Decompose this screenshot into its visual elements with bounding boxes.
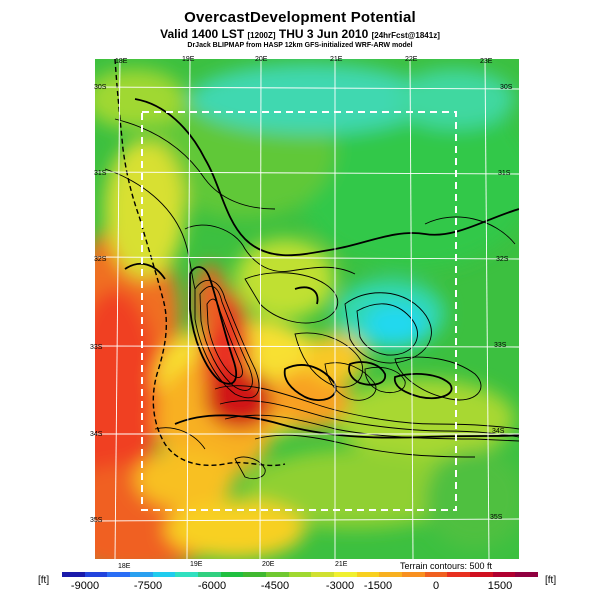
- map-title: OvercastDevelopment Potential: [184, 9, 416, 26]
- lat-label: 34S: [90, 431, 103, 438]
- colorbar-tick-label: -1500: [363, 580, 393, 592]
- lon-label: 21E: [335, 561, 348, 568]
- model-credit: DrJack BLIPMAP from HASP 12km GFS-initia…: [187, 42, 413, 49]
- unit-label-left: [ft]: [38, 575, 50, 586]
- valid-fcst: [24hrFcst@1841z]: [371, 31, 440, 40]
- colorbar-tick-label: -3000: [325, 580, 355, 592]
- colorbar-swatch: [198, 572, 221, 577]
- valid-date: THU 3 Jun 2010: [278, 27, 369, 41]
- colorbar-swatch: [220, 572, 244, 577]
- color-scale-bar: [62, 572, 539, 577]
- valid-time-line: Valid 1400 LST [1200Z] THU 3 Jun 2010 [2…: [0, 27, 600, 41]
- lon-label: 18E: [115, 58, 128, 65]
- forecast-map: [95, 59, 519, 559]
- lat-label: 30S: [500, 84, 513, 91]
- lon-label: 19E: [182, 56, 195, 63]
- colorbar-swatch: [334, 572, 357, 577]
- colorbar-swatch: [243, 572, 267, 577]
- colorbar-tick-label: 1500: [487, 580, 513, 592]
- lat-label: 35S: [90, 517, 103, 524]
- colorbar-tick-label: 0: [432, 580, 440, 592]
- inner-domain-box: [141, 111, 457, 511]
- lon-label: 21E: [330, 56, 343, 63]
- colorbar-tick-label: -7500: [133, 580, 163, 592]
- colorbar-swatch: [402, 572, 425, 577]
- lon-label: 18E: [118, 563, 131, 570]
- lat-label: 32S: [496, 256, 509, 263]
- colorbar-swatch: [356, 572, 380, 577]
- colorbar-swatch: [62, 572, 85, 577]
- colorbar-tick-label: -4500: [260, 580, 290, 592]
- latlon-grid: [95, 59, 519, 559]
- colorbar-swatch: [107, 572, 131, 577]
- lon-label: 20E: [262, 561, 275, 568]
- colorbar-swatch: [447, 572, 471, 577]
- colorbar-swatch: [311, 572, 335, 577]
- colorbar-swatch: [492, 572, 516, 577]
- overcast-field: [95, 59, 519, 559]
- colorbar-swatch: [288, 572, 312, 577]
- lon-label: 20E: [255, 56, 268, 63]
- lon-label: 19E: [190, 561, 203, 568]
- unit-label-right: [ft]: [545, 575, 557, 586]
- terrain-contour-note: Terrain contours: 500 ft: [400, 561, 493, 571]
- colorbar-swatch: [424, 572, 448, 577]
- colorbar-tick-label: -6000: [197, 580, 227, 592]
- bold-contours: [124, 98, 519, 439]
- coastline: [114, 59, 286, 467]
- lat-label: 34S: [492, 428, 505, 435]
- colorbar-swatch: [152, 572, 176, 577]
- colorbar-swatch: [379, 572, 403, 577]
- colorbar-swatch: [84, 572, 108, 577]
- lat-label: 30S: [94, 84, 107, 91]
- valid-main: Valid 1400 LST: [160, 27, 245, 41]
- colorbar-tick-label: -9000: [70, 580, 100, 592]
- colorbar-swatch: [130, 572, 153, 577]
- lon-label: 23E: [480, 58, 493, 65]
- lat-label: 31S: [498, 170, 511, 177]
- lat-label: 33S: [494, 342, 507, 349]
- lat-label: 35S: [490, 514, 503, 521]
- lon-label: 22E: [405, 56, 418, 63]
- lat-label: 31S: [94, 170, 107, 177]
- colorbar-swatch: [266, 572, 289, 577]
- colorbar-swatch: [470, 572, 493, 577]
- colorbar-swatch: [175, 572, 199, 577]
- lat-label: 32S: [94, 256, 107, 263]
- colorbar-swatch: [515, 572, 539, 577]
- lat-label: 33S: [90, 344, 103, 351]
- valid-code: [1200Z]: [247, 31, 276, 40]
